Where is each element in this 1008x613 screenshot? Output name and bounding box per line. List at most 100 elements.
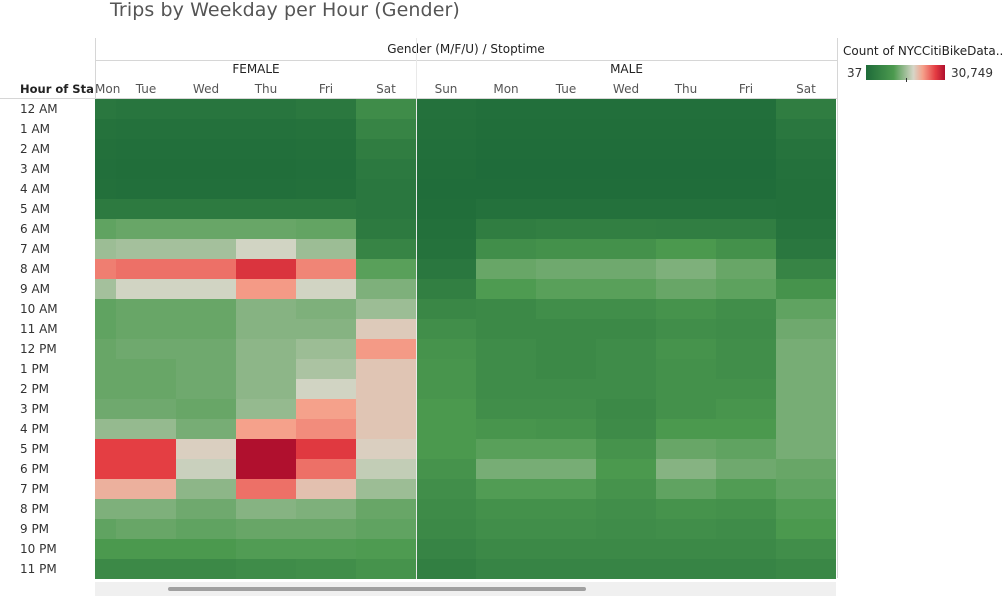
heatmap-cell-male-tue-2am[interactable] <box>536 139 596 159</box>
day-label-female-thu[interactable]: Thu <box>254 82 278 96</box>
hour-label-8am[interactable]: 8 AM <box>20 262 51 276</box>
heatmap-cell-male-thu-4am[interactable] <box>656 179 716 199</box>
heatmap-cell-female-wed-3am[interactable] <box>176 159 236 179</box>
heatmap-cell-male-tue-12pm[interactable] <box>536 339 596 359</box>
heatmap-cell-male-fri-1pm[interactable] <box>716 359 776 379</box>
heatmap-cell-female-tue-12am[interactable] <box>116 99 176 119</box>
heatmap-cell-male-fri-3am[interactable] <box>716 159 776 179</box>
heatmap-cell-male-fri-10pm[interactable] <box>716 539 776 559</box>
hour-label-6am[interactable]: 6 AM <box>20 222 51 236</box>
heatmap-cell-male-mon-9pm[interactable] <box>476 519 536 539</box>
heatmap-cell-female-thu-8pm[interactable] <box>236 499 296 519</box>
heatmap-cell-female-tue-12pm[interactable] <box>116 339 176 359</box>
heatmap-cell-male-mon-8am[interactable] <box>476 259 536 279</box>
heatmap-cell-male-sat-2pm[interactable] <box>776 379 836 399</box>
heatmap-cell-male-wed-10am[interactable] <box>596 299 656 319</box>
heatmap-cell-male-wed-4am[interactable] <box>596 179 656 199</box>
heatmap-cell-female-mon-4pm[interactable] <box>95 419 116 439</box>
heatmap-cell-male-wed-10pm[interactable] <box>596 539 656 559</box>
heatmap-cell-female-wed-11pm[interactable] <box>176 559 236 579</box>
heatmap-cell-female-sat-6am[interactable] <box>356 219 416 239</box>
heatmap-cell-female-sat-5pm[interactable] <box>356 439 416 459</box>
heatmap-cell-male-sat-3am[interactable] <box>776 159 836 179</box>
heatmap-cell-female-mon-5am[interactable] <box>95 199 116 219</box>
hour-label-9pm[interactable]: 9 PM <box>20 522 50 536</box>
heatmap-cell-female-tue-6am[interactable] <box>116 219 176 239</box>
heatmap-cell-male-wed-7pm[interactable] <box>596 479 656 499</box>
heatmap-cell-female-mon-3am[interactable] <box>95 159 116 179</box>
heatmap-cell-female-mon-2am[interactable] <box>95 139 116 159</box>
hour-label-7pm[interactable]: 7 PM <box>20 482 50 496</box>
heatmap-cell-female-fri-5pm[interactable] <box>296 439 356 459</box>
heatmap-cell-female-thu-3am[interactable] <box>236 159 296 179</box>
heatmap-cell-female-sat-7am[interactable] <box>356 239 416 259</box>
heatmap-cell-male-tue-1am[interactable] <box>536 119 596 139</box>
heatmap-cell-male-wed-12pm[interactable] <box>596 339 656 359</box>
heatmap-cell-female-fri-8pm[interactable] <box>296 499 356 519</box>
heatmap-cell-male-sat-12am[interactable] <box>776 99 836 119</box>
heatmap-cell-female-mon-8pm[interactable] <box>95 499 116 519</box>
heatmap-cell-male-tue-5pm[interactable] <box>536 439 596 459</box>
heatmap-cell-male-sun-2am[interactable] <box>416 139 476 159</box>
heatmap-cell-male-sat-8pm[interactable] <box>776 499 836 519</box>
hour-label-9am[interactable]: 9 AM <box>20 282 51 296</box>
heatmap-cell-male-thu-12am[interactable] <box>656 99 716 119</box>
heatmap-cell-male-fri-7pm[interactable] <box>716 479 776 499</box>
heatmap-cell-male-wed-12am[interactable] <box>596 99 656 119</box>
heatmap-cell-male-tue-7pm[interactable] <box>536 479 596 499</box>
heatmap-cell-male-sun-6am[interactable] <box>416 219 476 239</box>
heatmap-cell-male-tue-4am[interactable] <box>536 179 596 199</box>
hour-label-2am[interactable]: 2 AM <box>20 142 51 156</box>
heatmap-cell-male-mon-11am[interactable] <box>476 319 536 339</box>
heatmap-cell-male-wed-11pm[interactable] <box>596 559 656 579</box>
heatmap-cell-male-sat-1pm[interactable] <box>776 359 836 379</box>
heatmap-cell-male-sat-6am[interactable] <box>776 219 836 239</box>
heatmap-cell-male-sat-5am[interactable] <box>776 199 836 219</box>
hour-label-10pm[interactable]: 10 PM <box>20 542 57 556</box>
heatmap-cell-female-mon-8am[interactable] <box>95 259 116 279</box>
heatmap-cell-male-tue-3pm[interactable] <box>536 399 596 419</box>
heatmap-cell-male-mon-12pm[interactable] <box>476 339 536 359</box>
heatmap-cell-male-wed-2am[interactable] <box>596 139 656 159</box>
heatmap-cell-male-tue-6am[interactable] <box>536 219 596 239</box>
heatmap-cell-female-fri-1am[interactable] <box>296 119 356 139</box>
heatmap-cell-female-mon-9pm[interactable] <box>95 519 116 539</box>
heatmap-cell-female-sat-1am[interactable] <box>356 119 416 139</box>
heatmap-cell-female-fri-11pm[interactable] <box>296 559 356 579</box>
heatmap-cell-female-thu-10pm[interactable] <box>236 539 296 559</box>
heatmap-cell-male-sun-1am[interactable] <box>416 119 476 139</box>
heatmap-cell-female-tue-5pm[interactable] <box>116 439 176 459</box>
heatmap-cell-female-tue-6pm[interactable] <box>116 459 176 479</box>
heatmap-cell-female-wed-2am[interactable] <box>176 139 236 159</box>
heatmap-cell-male-sat-2am[interactable] <box>776 139 836 159</box>
heatmap-cell-female-fri-10pm[interactable] <box>296 539 356 559</box>
heatmap-cell-male-mon-10am[interactable] <box>476 299 536 319</box>
heatmap-cell-male-fri-5am[interactable] <box>716 199 776 219</box>
heatmap-cell-female-sat-4pm[interactable] <box>356 419 416 439</box>
heatmap-cell-female-wed-7pm[interactable] <box>176 479 236 499</box>
heatmap-cell-female-tue-11pm[interactable] <box>116 559 176 579</box>
day-label-male-sun[interactable]: Sun <box>434 82 458 96</box>
heatmap-cell-female-tue-7pm[interactable] <box>116 479 176 499</box>
horizontal-scrollbar-thumb[interactable] <box>168 587 586 591</box>
day-label-female-sat[interactable]: Sat <box>376 82 396 96</box>
heatmap-cell-male-tue-9pm[interactable] <box>536 519 596 539</box>
heatmap-cell-female-thu-8am[interactable] <box>236 259 296 279</box>
heatmap-cell-female-mon-2pm[interactable] <box>95 379 116 399</box>
heatmap-cell-female-mon-5pm[interactable] <box>95 439 116 459</box>
heatmap-cell-female-wed-3pm[interactable] <box>176 399 236 419</box>
heatmap-cell-male-wed-7am[interactable] <box>596 239 656 259</box>
heatmap-cell-male-sun-8pm[interactable] <box>416 499 476 519</box>
heatmap-cell-female-mon-12pm[interactable] <box>95 339 116 359</box>
heatmap-cell-male-sun-7am[interactable] <box>416 239 476 259</box>
heatmap-cell-male-thu-1pm[interactable] <box>656 359 716 379</box>
heatmap-cell-male-fri-10am[interactable] <box>716 299 776 319</box>
heatmap-cell-male-sat-8am[interactable] <box>776 259 836 279</box>
heatmap-cell-male-wed-8pm[interactable] <box>596 499 656 519</box>
heatmap-cell-male-sat-12pm[interactable] <box>776 339 836 359</box>
hour-label-10am[interactable]: 10 AM <box>20 302 58 316</box>
heatmap-cell-male-wed-3am[interactable] <box>596 159 656 179</box>
hour-label-6pm[interactable]: 6 PM <box>20 462 50 476</box>
heatmap-cell-male-sat-4am[interactable] <box>776 179 836 199</box>
heatmap-cell-male-fri-11pm[interactable] <box>716 559 776 579</box>
